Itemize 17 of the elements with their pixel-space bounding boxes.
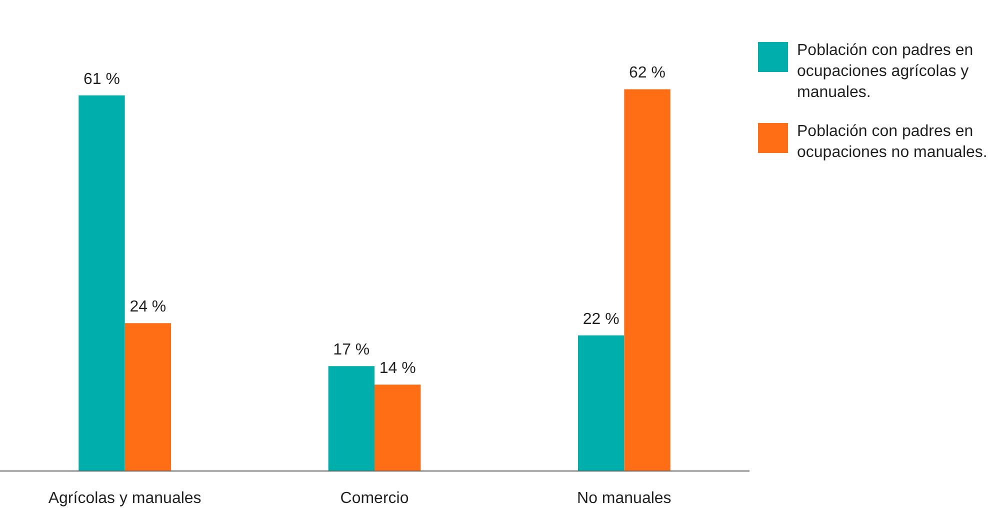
data-label: 61 % [84,70,120,88]
bar [328,366,374,471]
bar [124,323,172,471]
bar [578,335,624,471]
x-tick-label: Comercio [340,490,409,507]
data-label: 14 % [379,360,416,378]
data-label: 22 % [582,310,620,328]
bar [624,89,670,471]
x-tick-label: Agrícolas y manuales [48,490,202,507]
data-label: 24 % [130,298,166,316]
data-label: 17 % [333,342,370,359]
bar [374,384,421,471]
bar [78,95,125,471]
legend-label: Población con padres en ocupaciones agrícolas y manuales. [797,41,974,103]
legend-label: Población con padres en ocupaciones no manuales. [797,122,988,163]
data-label: 62 % [629,64,666,82]
x-tick-label: No manuales [577,490,672,507]
